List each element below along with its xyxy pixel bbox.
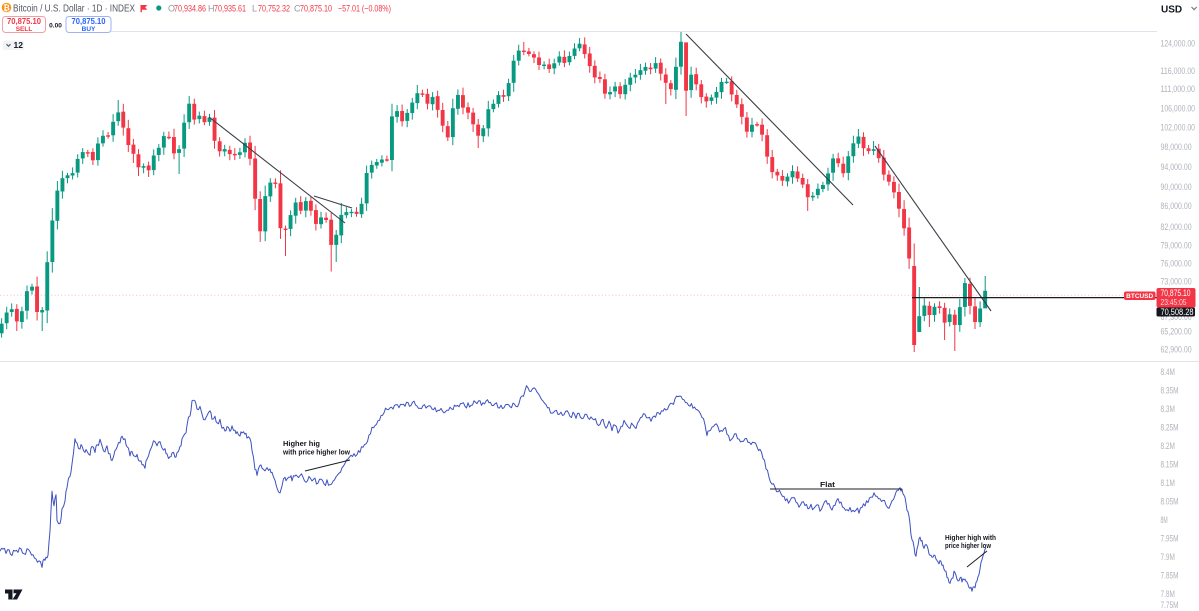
svg-text:O: O <box>168 3 175 13</box>
svg-text:86,000.00: 86,000.00 <box>1161 201 1192 212</box>
svg-text:with price higher low: with price higher low <box>282 448 350 457</box>
svg-text:8.25M: 8.25M <box>1161 422 1179 433</box>
svg-text:12: 12 <box>14 40 24 50</box>
svg-text:C: C <box>294 3 301 13</box>
svg-text:Higher high with: Higher high with <box>945 533 996 542</box>
svg-text:7.75M: 7.75M <box>1161 600 1179 611</box>
svg-text:111,000.00: 111,000.00 <box>1161 84 1196 95</box>
svg-text:price higher low: price higher low <box>945 541 991 550</box>
svg-text:USD: USD <box>1161 5 1182 16</box>
svg-text:0.00: 0.00 <box>49 23 62 30</box>
svg-text:70,875.10: 70,875.10 <box>72 16 106 26</box>
svg-text:BUY: BUY <box>82 26 96 33</box>
svg-text:116,000.00: 116,000.00 <box>1161 66 1196 77</box>
svg-text:SELL: SELL <box>16 26 33 33</box>
svg-text:65,200.00: 65,200.00 <box>1161 326 1192 337</box>
svg-text:7.8M: 7.8M <box>1161 589 1175 600</box>
svg-text:124,000.00: 124,000.00 <box>1161 38 1196 49</box>
svg-text:94,000.00: 94,000.00 <box>1161 162 1192 173</box>
svg-text:70,935.61: 70,935.61 <box>214 3 246 13</box>
svg-text:8M: 8M <box>1161 515 1168 526</box>
svg-text:82,000.00: 82,000.00 <box>1161 222 1192 233</box>
svg-text:23:45:05: 23:45:05 <box>1161 297 1187 307</box>
svg-text:BTCUSD: BTCUSD <box>1126 293 1153 300</box>
svg-text:8.15M: 8.15M <box>1161 459 1179 470</box>
svg-text:102,000.00: 102,000.00 <box>1161 122 1196 133</box>
svg-text:8.2M: 8.2M <box>1161 441 1175 452</box>
svg-text:₿: ₿ <box>3 3 10 12</box>
svg-text:8.1M: 8.1M <box>1161 478 1175 489</box>
svg-text:73,000.00: 73,000.00 <box>1161 276 1192 287</box>
svg-text:7.9M: 7.9M <box>1161 552 1175 563</box>
svg-text:62,900.00: 62,900.00 <box>1161 344 1192 355</box>
svg-text:76,000.00: 76,000.00 <box>1161 258 1192 269</box>
svg-text:98,000.00: 98,000.00 <box>1161 142 1192 153</box>
svg-text:8.4M: 8.4M <box>1161 367 1175 378</box>
svg-text:67,300.00: 67,300.00 <box>1161 312 1192 323</box>
svg-text:70,934.86: 70,934.86 <box>174 3 206 13</box>
svg-text:8.3M: 8.3M <box>1161 404 1175 415</box>
svg-text:79,000.00: 79,000.00 <box>1161 240 1192 251</box>
svg-text:70,875.10: 70,875.10 <box>1161 288 1191 298</box>
svg-text:70,508.28: 70,508.28 <box>1161 307 1194 317</box>
svg-text:Bitcoin / U.S. Dollar · 1D · I: Bitcoin / U.S. Dollar · 1D · INDEX <box>13 3 135 14</box>
svg-text:7.85M: 7.85M <box>1161 570 1179 581</box>
svg-text:106,000.00: 106,000.00 <box>1161 103 1196 114</box>
svg-text:70,875.10: 70,875.10 <box>300 3 332 13</box>
svg-text:Higher hig: Higher hig <box>283 439 320 448</box>
svg-text:Flat: Flat <box>820 480 836 489</box>
svg-text:7.95M: 7.95M <box>1161 533 1179 544</box>
svg-text:−57.01 (−0.08%): −57.01 (−0.08%) <box>338 3 391 13</box>
svg-text:70,752.32: 70,752.32 <box>258 3 290 13</box>
svg-text:H: H <box>208 3 215 13</box>
svg-text:L: L <box>252 3 257 13</box>
svg-text:70,875.10: 70,875.10 <box>7 16 41 26</box>
svg-text:8.35M: 8.35M <box>1161 385 1179 396</box>
svg-text:8.05M: 8.05M <box>1161 496 1179 507</box>
svg-text:90,000.00: 90,000.00 <box>1161 182 1192 193</box>
